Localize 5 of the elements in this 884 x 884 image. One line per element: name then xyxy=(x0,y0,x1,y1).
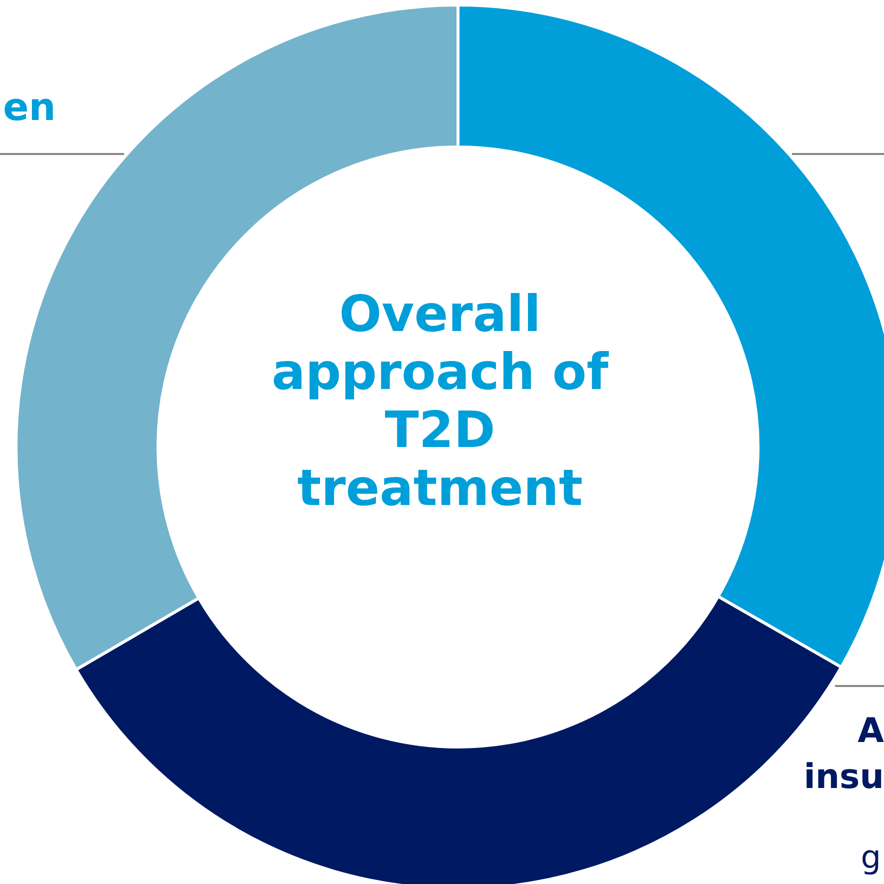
text: insu xyxy=(804,757,884,797)
text: A xyxy=(858,711,884,751)
text: en xyxy=(3,85,56,129)
text: Overall approach of T2D treatment xyxy=(272,285,610,517)
text: g xyxy=(860,838,881,876)
